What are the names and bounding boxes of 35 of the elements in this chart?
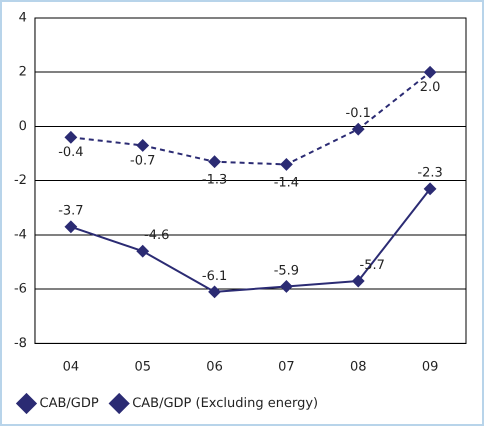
x-tick-label: 09 — [422, 360, 438, 375]
y-tick-label: 2 — [18, 64, 27, 80]
data-label: -0.1 — [346, 106, 371, 122]
point — [208, 286, 221, 298]
data-label: -6.1 — [202, 268, 228, 284]
point — [136, 245, 149, 258]
point — [64, 131, 77, 144]
y-tick-label: 0 — [18, 118, 27, 134]
y-tick-label: -4 — [14, 227, 27, 242]
x-tick-label: 04 — [62, 360, 80, 375]
point — [280, 280, 292, 292]
point — [352, 275, 364, 288]
x-tick-label: 05 — [134, 360, 151, 375]
data-label: -3.7 — [58, 204, 84, 219]
data-label: -5.9 — [274, 263, 300, 278]
x-tick-label: 06 — [206, 360, 223, 375]
legend-label: CAB/GDP — [40, 396, 99, 411]
data-label: -2.3 — [417, 166, 443, 181]
legend-label: CAB/GDP (Excluding energy) — [132, 396, 318, 411]
y-tick-label: 4 — [18, 10, 27, 26]
point — [352, 123, 364, 136]
point — [424, 66, 436, 78]
point — [64, 220, 77, 233]
data-label: -0.7 — [130, 153, 156, 168]
point — [280, 158, 292, 170]
y-tick-label: -8 — [14, 336, 27, 351]
data-label: -0.4 — [58, 145, 84, 160]
y-tick-label: -2 — [14, 173, 27, 188]
x-tick-label: 07 — [278, 360, 295, 375]
point — [424, 182, 436, 195]
data-label: 2.0 — [420, 80, 440, 96]
y-tick-label: -6 — [14, 282, 27, 297]
point — [208, 156, 221, 168]
point — [136, 139, 149, 152]
x-tick-label: 08 — [350, 360, 367, 375]
